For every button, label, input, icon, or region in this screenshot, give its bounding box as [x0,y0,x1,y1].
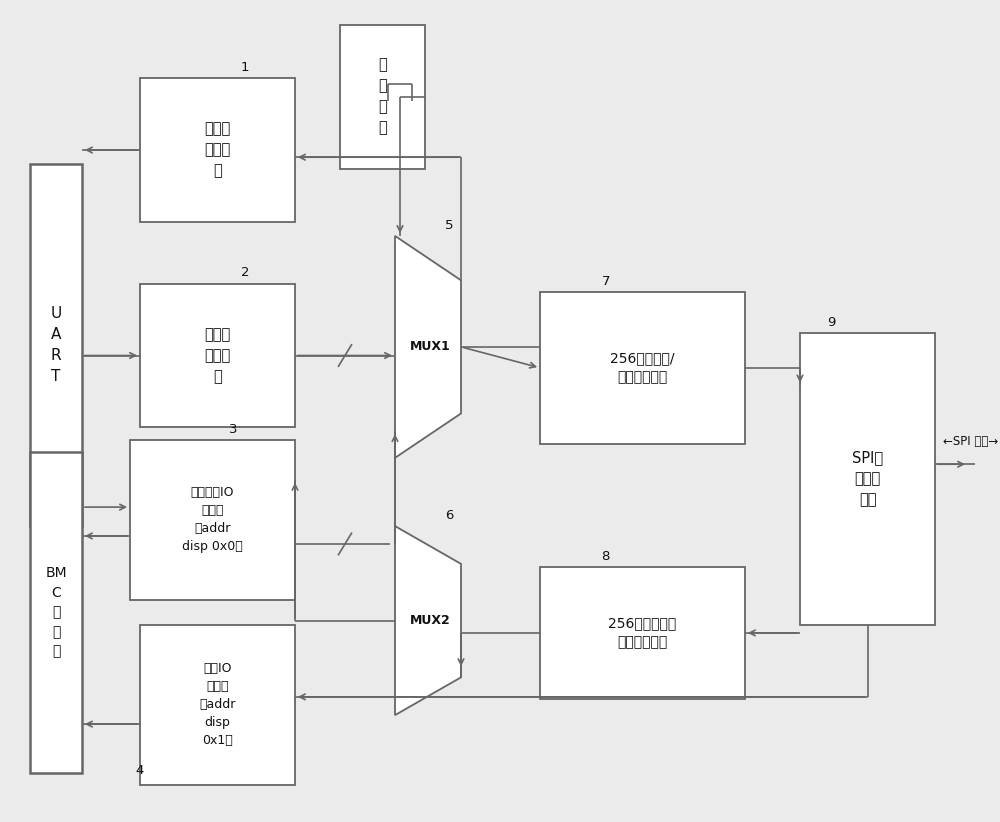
Text: 串口字
节写模
块: 串口字 节写模 块 [204,327,231,384]
FancyBboxPatch shape [140,625,295,785]
Text: 9: 9 [827,316,835,329]
Text: 7: 7 [602,275,610,288]
FancyBboxPatch shape [340,25,425,169]
FancyBboxPatch shape [140,284,295,427]
Text: 1: 1 [241,61,249,74]
FancyBboxPatch shape [130,440,295,600]
Text: BM
C
和
主
机: BM C 和 主 机 [45,566,67,658]
Text: U
A
R
T: U A R T [50,307,62,384]
Text: 状态IO
寄存器
（addr
disp
0x1）: 状态IO 寄存器 （addr disp 0x1） [199,663,236,747]
FancyBboxPatch shape [540,292,745,444]
Text: 人
工
跳
线: 人 工 跳 线 [378,58,387,136]
FancyBboxPatch shape [30,452,82,773]
Text: MUX2: MUX2 [410,614,450,627]
Polygon shape [395,526,461,715]
FancyBboxPatch shape [540,567,745,699]
Text: 缓冲读写IO
寄存器
（addr
disp 0x0）: 缓冲读写IO 寄存器 （addr disp 0x0） [182,487,243,553]
Text: ←SPI 接口→: ←SPI 接口→ [943,435,999,448]
Text: 2: 2 [241,266,249,279]
Text: MUX1: MUX1 [410,340,450,353]
Text: 3: 3 [229,423,238,436]
Text: 4: 4 [135,764,143,777]
Text: 8: 8 [602,550,610,563]
Text: 5: 5 [445,219,454,232]
Text: SPI协
议转换
模块: SPI协 议转换 模块 [852,450,883,507]
FancyBboxPatch shape [30,164,82,526]
Text: 6: 6 [445,509,453,522]
Text: 256字节读响应
数据接收缓冲: 256字节读响应 数据接收缓冲 [608,616,677,649]
FancyBboxPatch shape [140,78,295,222]
Polygon shape [395,236,461,458]
Text: 256字节命令/
数据发送缓冲: 256字节命令/ 数据发送缓冲 [610,351,675,385]
FancyBboxPatch shape [800,333,935,625]
Text: 串口字
节读模
块: 串口字 节读模 块 [204,122,231,178]
